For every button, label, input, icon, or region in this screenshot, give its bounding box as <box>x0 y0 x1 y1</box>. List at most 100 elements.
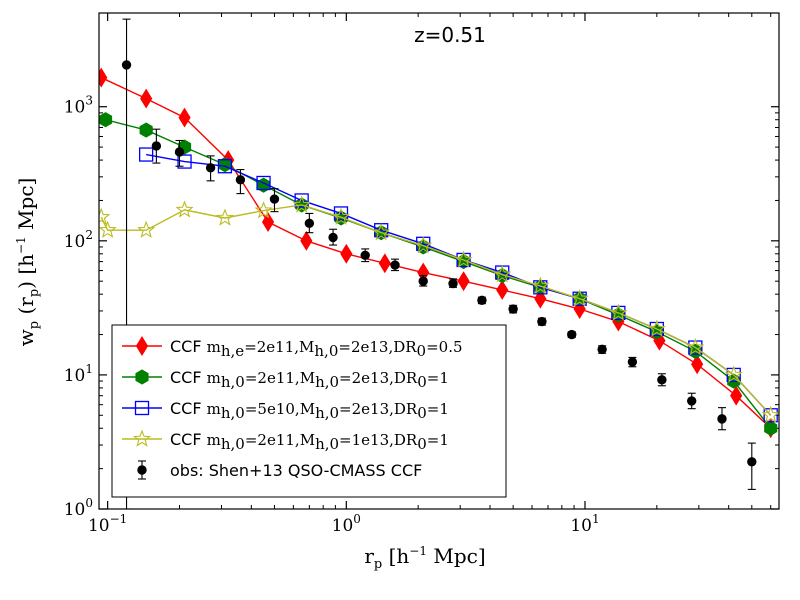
obs-point <box>151 128 162 164</box>
data-point <box>137 220 156 238</box>
obs-marker <box>508 304 518 314</box>
obs-point <box>687 392 697 410</box>
legend-label-obs: obs: Shen+13 QSO-CMASS CCF <box>170 461 422 480</box>
y-tick-label: 102 <box>64 228 93 252</box>
data-point <box>454 250 473 268</box>
data-point <box>764 420 778 436</box>
obs-point <box>174 139 185 167</box>
obs-marker <box>448 278 458 289</box>
y-tick-label: 101 <box>64 362 93 386</box>
obs-point <box>390 258 400 272</box>
data-point <box>215 208 234 226</box>
data-point <box>294 193 309 208</box>
obs-point <box>747 442 757 490</box>
legend: CCF mh,e=2e11,Mh,0=2e13,DR0=0.5 CCF mh,0=… <box>111 324 507 498</box>
data-point <box>292 195 311 213</box>
data-point <box>647 319 666 337</box>
obs-marker <box>174 147 185 157</box>
x-tick-label: 10−1 <box>88 512 127 536</box>
legend-label: CCF mh,e=2e11,Mh,0=2e13,DR0=0.5 <box>170 337 463 360</box>
data-point <box>531 276 550 294</box>
obs-point <box>567 329 577 340</box>
data-point <box>178 107 191 128</box>
obs-marker <box>567 329 577 340</box>
obs-marker <box>687 396 697 406</box>
y-axis-label: wp (rp) [h−1 Mpc] <box>14 178 42 347</box>
obs-marker <box>657 375 667 385</box>
obs-point <box>328 228 338 246</box>
legend-label: CCF mh,0=2e11,Mh,0=2e13,DR0=1 <box>170 368 449 391</box>
obs-marker <box>269 194 280 204</box>
obs-marker <box>328 232 338 243</box>
obs-marker <box>205 163 216 173</box>
data-point <box>99 67 108 88</box>
data-point <box>378 253 391 274</box>
obs-point <box>205 155 216 182</box>
series-line <box>100 76 772 429</box>
obs-point <box>717 407 727 431</box>
data-point <box>217 159 233 174</box>
x-tick-label: 100 <box>332 512 361 536</box>
data-point <box>730 385 743 406</box>
obs-point <box>235 169 246 195</box>
obs-point <box>360 248 370 263</box>
legend-item-obs: obs: Shen+13 QSO-CMASS CCF <box>137 460 422 480</box>
legend-item-1: CCF mh,e=2e11,Mh,0=2e13,DR0=0.5 <box>122 336 463 360</box>
data-point <box>300 230 313 251</box>
obs-point <box>537 316 547 327</box>
series-4 <box>99 195 779 424</box>
legend-box <box>111 324 507 498</box>
data-point <box>331 207 351 225</box>
data-point <box>256 175 271 191</box>
y-tick-labels: 100 101 102 103 <box>64 94 93 520</box>
obs-marker <box>235 175 246 185</box>
data-point <box>414 236 433 254</box>
x-axis-label: rp [h−1 Mpc] <box>364 544 485 572</box>
obs-marker <box>627 357 638 367</box>
data-point <box>496 280 509 300</box>
obs-point <box>597 344 607 355</box>
series-line <box>100 204 772 416</box>
obs-point <box>418 275 428 287</box>
data-point <box>177 154 192 169</box>
obs-marker <box>747 457 757 467</box>
minor-ticks <box>99 13 779 509</box>
legend-marker <box>132 429 152 447</box>
obs-point <box>448 278 458 289</box>
obs-point <box>304 212 315 234</box>
data-point <box>99 112 113 128</box>
data-point <box>609 303 628 321</box>
y-tick-label: 103 <box>64 94 93 118</box>
obs-marker <box>390 260 400 270</box>
data-point <box>691 354 704 375</box>
obs-marker <box>360 250 370 260</box>
data-point <box>254 201 273 219</box>
chart-title: z=0.51 <box>414 23 486 47</box>
legend-label: CCF mh,0=5e10,Mh,0=2e13,DR0=1 <box>170 399 449 422</box>
data-point <box>761 405 779 424</box>
obs-marker <box>717 414 727 424</box>
data-point <box>372 223 391 241</box>
obs-marker <box>151 141 162 151</box>
legend-marker <box>135 336 149 356</box>
data-point <box>340 243 353 264</box>
y-tick-label: 100 <box>64 496 93 520</box>
data-point <box>261 212 275 233</box>
obs-marker <box>304 218 315 229</box>
series-layer <box>99 67 779 439</box>
legend-marker <box>137 465 147 475</box>
x-tick-label: 101 <box>570 512 599 536</box>
data-point <box>99 207 111 225</box>
data-point <box>139 122 153 138</box>
data-point <box>493 265 512 283</box>
data-point <box>140 88 153 109</box>
data-point <box>724 365 743 383</box>
obs-point <box>477 295 487 306</box>
obs-point <box>657 373 667 387</box>
obs-marker <box>418 276 428 286</box>
legend-item-4: CCF mh,0=2e11,Mh,0=1e13,DR0=1 <box>122 429 449 453</box>
obs-marker <box>477 295 487 306</box>
legend-item-3: CCF mh,0=5e10,Mh,0=2e13,DR0=1 <box>122 399 449 422</box>
obs-point <box>627 356 638 368</box>
